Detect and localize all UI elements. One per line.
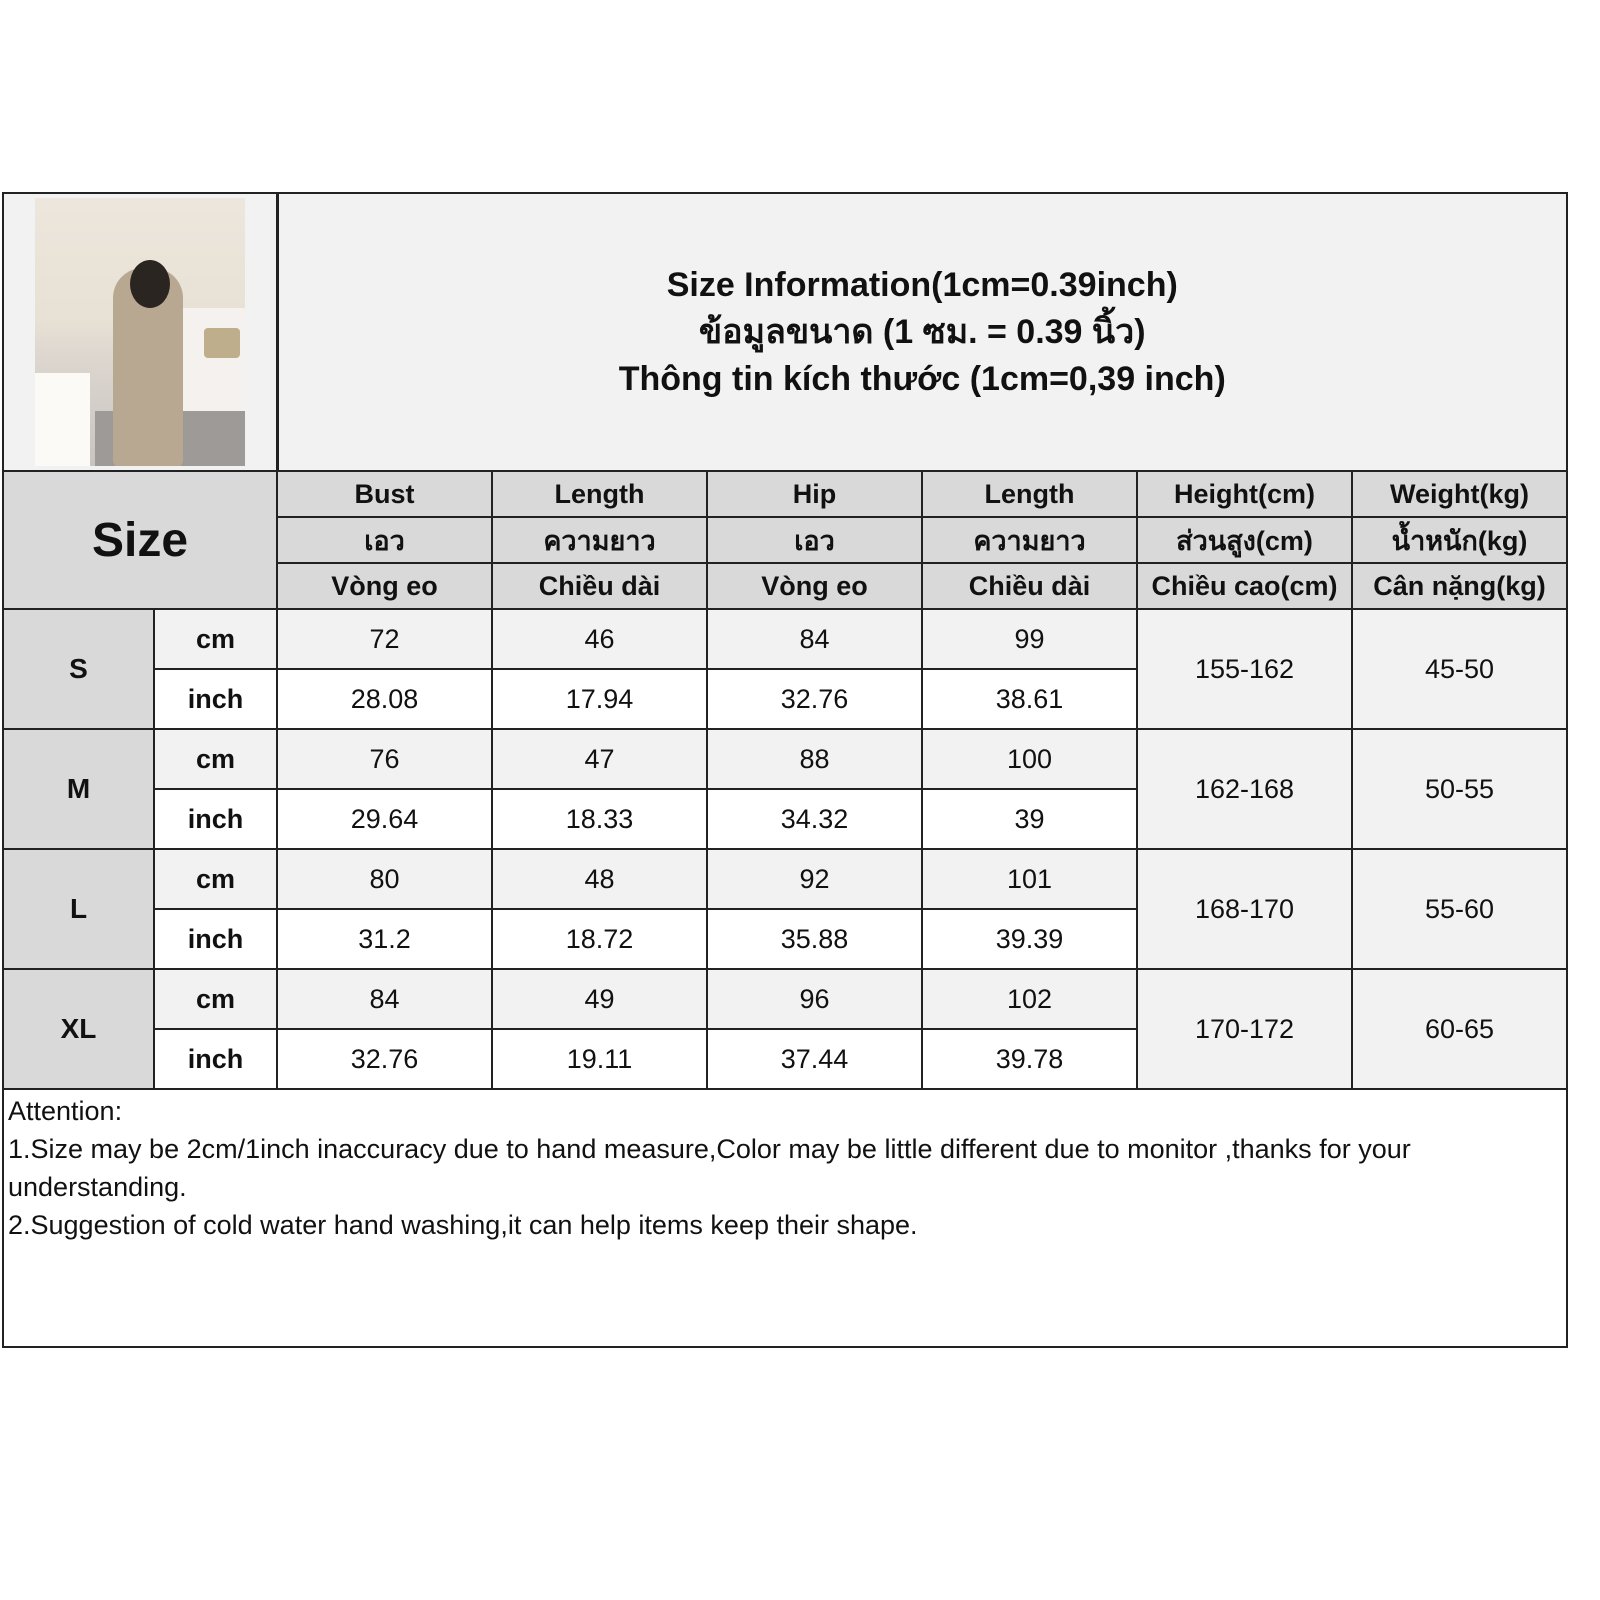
inch-value: 35.88 [706,908,923,970]
col-header-vi: Vòng eo [276,562,493,610]
table-row-inch: inch 28.08 17.94 32.76 38.61 [3,668,1567,730]
inch-value: 32.76 [706,668,923,730]
col-header-en: Hip [706,470,923,518]
col-header-en: Length [491,470,708,518]
inch-value: 39.39 [921,908,1138,970]
inch-value: 39.78 [921,1028,1138,1090]
cm-value: 84 [706,608,923,670]
col-header-vi: Chiều dài [491,562,708,610]
table-row-inch: inch 32.76 19.11 37.44 39.78 [3,1028,1567,1090]
col-header-th: ความยาว [921,516,1138,564]
size-header: Size [2,470,278,610]
notes-line-2: 2.Suggestion of cold water hand washing,… [8,1210,918,1240]
col-header-th: ส่วนสูง(cm) [1136,516,1353,564]
cm-value: 48 [491,848,708,910]
cm-value: 96 [706,968,923,1030]
notes-line-1: 1.Size may be 2cm/1inch inaccuracy due t… [8,1134,1419,1202]
size-label: XL [2,968,155,1090]
col-header-en: Bust [276,470,493,518]
weight-range: 60-65 [1351,968,1568,1090]
notes-heading: Attention: [8,1096,123,1126]
product-photo-cell [2,192,278,472]
weight-range: 45-50 [1351,608,1568,730]
col-header-vi: Chiều dài [921,562,1138,610]
col-header-th: น้ำหนัก(kg) [1351,516,1568,564]
col-header-th: เอว [276,516,493,564]
unit-cm: cm [153,848,278,910]
inch-value: 38.61 [921,668,1138,730]
height-range: 170-172 [1136,968,1353,1090]
height-range: 168-170 [1136,848,1353,970]
cm-value: 72 [276,608,493,670]
inch-value: 31.2 [276,908,493,970]
cm-value: 88 [706,728,923,790]
cm-value: 49 [491,968,708,1030]
inch-value: 34.32 [706,788,923,850]
inch-value: 18.72 [491,908,708,970]
unit-inch: inch [153,908,278,970]
size-label: M [2,728,155,850]
cm-value: 100 [921,728,1138,790]
cm-value: 84 [276,968,493,1030]
table-row-inch: inch 29.64 18.33 34.32 39 [3,788,1567,850]
size-label: L [2,848,155,970]
table-row-cm: M cm 76 47 88 100 162-168 50-55 [2,728,1568,850]
inch-value: 19.11 [491,1028,708,1090]
table-row-cm: XL cm 84 49 96 102 170-172 60-65 [2,968,1568,1090]
height-range: 155-162 [1136,608,1353,730]
inch-value: 32.76 [276,1028,493,1090]
cm-value: 46 [491,608,708,670]
size-info-title: Size Information(1cm=0.39inch) ข้อมูลขนา… [275,192,1568,472]
col-header-en: Weight(kg) [1351,470,1568,518]
size-label: S [2,608,155,730]
unit-inch: inch [153,668,278,730]
col-header-vi: Chiều cao(cm) [1136,562,1353,610]
unit-cm: cm [153,608,278,670]
title-english: Size Information(1cm=0.39inch) [666,265,1178,304]
unit-inch: inch [153,1028,278,1090]
cm-value: 76 [276,728,493,790]
height-range: 162-168 [1136,728,1353,850]
cm-value: 92 [706,848,923,910]
inch-value: 37.44 [706,1028,923,1090]
attention-notes: Attention: 1.Size may be 2cm/1inch inacc… [2,1088,1568,1348]
col-header-vi: Cân nặng(kg) [1351,562,1568,610]
product-photo [34,198,245,466]
unit-cm: cm [153,968,278,1030]
cm-value: 47 [491,728,708,790]
inch-value: 29.64 [276,788,493,850]
cm-value: 99 [921,608,1138,670]
col-header-en: Length [921,470,1138,518]
col-header-th: ความยาว [491,516,708,564]
weight-range: 50-55 [1351,728,1568,850]
cm-value: 101 [921,848,1138,910]
inch-value: 18.33 [491,788,708,850]
inch-value: 17.94 [491,668,708,730]
size-chart-table: Size Information(1cm=0.39inch) ข้อมูลขนา… [2,192,1568,1348]
inch-value: 28.08 [276,668,493,730]
table-row-cm: S cm 72 46 84 99 155-162 45-50 [2,608,1568,730]
unit-cm: cm [153,728,278,790]
title-vietnamese: Thông tin kích thước (1cm=0,39 inch) [618,359,1226,398]
table-row-inch: inch 31.2 18.72 35.88 39.39 [3,908,1567,970]
col-header-en: Height(cm) [1136,470,1353,518]
table-row-cm: L cm 80 48 92 101 168-170 55-60 [2,848,1568,970]
unit-inch: inch [153,788,278,850]
weight-range: 55-60 [1351,848,1568,970]
cm-value: 80 [276,848,493,910]
col-header-th: เอว [706,516,923,564]
inch-value: 39 [921,788,1138,850]
cm-value: 102 [921,968,1138,1030]
title-thai: ข้อมูลขนาด (1 ซม. = 0.39 นิ้ว) [698,312,1146,351]
col-header-vi: Vòng eo [706,562,923,610]
